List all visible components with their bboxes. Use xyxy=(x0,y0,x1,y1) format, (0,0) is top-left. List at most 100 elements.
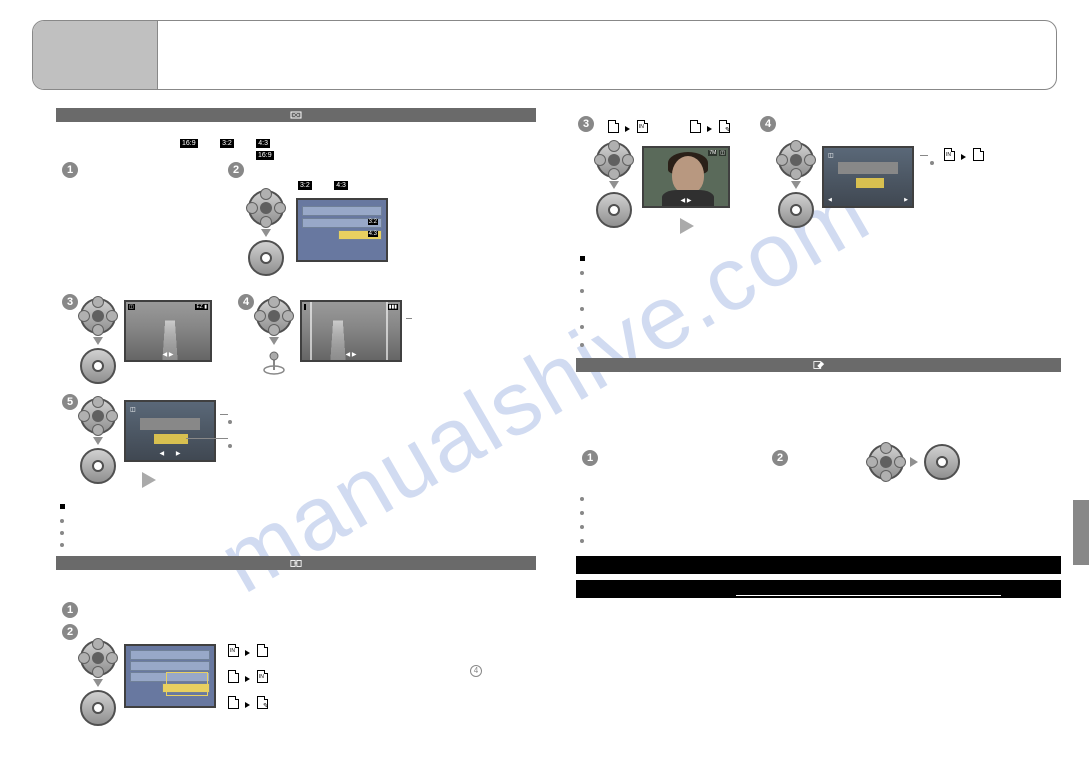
arrow-down-3r xyxy=(609,181,619,189)
note-b-rm4 xyxy=(580,530,588,548)
photo-s4: ▮▮▮ ◀ ▶ xyxy=(300,300,402,362)
copy-dest-1 xyxy=(228,644,268,662)
note-b-3 xyxy=(60,534,68,552)
callout-dot-r4 xyxy=(930,152,938,170)
copy-icon xyxy=(290,557,302,569)
arrow-right-s5 xyxy=(142,472,156,488)
in-r3 xyxy=(944,148,955,161)
step-3-right: 3 xyxy=(578,114,594,132)
arrow-icon xyxy=(245,650,250,656)
step-1-bottom: 1 xyxy=(62,600,78,618)
note-circle-4: 4 xyxy=(470,660,482,678)
menu-32: 3:2 xyxy=(368,219,378,225)
sd-r1 xyxy=(608,120,619,133)
note-b-r3 xyxy=(580,298,588,316)
step-3-num: 3 xyxy=(62,294,78,310)
page-header xyxy=(32,20,1057,90)
step-2-left: 2 xyxy=(228,160,244,178)
dpad-s2[interactable] xyxy=(248,190,284,226)
black-bar-2 xyxy=(576,580,1061,598)
arrow-right-2rm xyxy=(910,457,918,467)
sd-card-icon-3 xyxy=(228,696,239,709)
sa-r1 xyxy=(625,126,630,132)
set-btn-s3[interactable] xyxy=(80,348,116,384)
black-bar-1 xyxy=(576,556,1061,574)
callout-dot-5b xyxy=(228,435,236,453)
step-1-num: 1 xyxy=(62,162,78,178)
note-b-r1 xyxy=(580,262,588,280)
dpad-s5[interactable] xyxy=(80,398,116,434)
in-card-icon-2 xyxy=(257,670,268,683)
step-2b-num: 2 xyxy=(62,624,78,640)
step-3r-num: 3 xyxy=(578,116,594,132)
copy-dest-2 xyxy=(228,670,268,688)
step-5-num: 5 xyxy=(62,394,78,410)
arrow-down-icon-2b xyxy=(93,679,103,687)
in-r1 xyxy=(637,120,648,133)
copy-dest-r1 xyxy=(608,120,648,138)
step2b-controls xyxy=(80,640,116,726)
step-1-left: 1 xyxy=(62,160,78,178)
dpad-s3[interactable] xyxy=(80,298,116,334)
dpad-2rm[interactable] xyxy=(868,444,904,480)
edit-icon xyxy=(813,359,825,371)
step2rm-controls xyxy=(868,444,960,480)
arrow-icon-3 xyxy=(245,702,250,708)
step3-controls xyxy=(80,298,116,384)
step2-controls xyxy=(248,190,284,276)
set-btn-s2[interactable] xyxy=(248,240,284,276)
set-3r[interactable] xyxy=(596,192,632,228)
page-header-tab xyxy=(33,21,158,89)
photo-s3: ◫EZ ▮ ◀ ▶ xyxy=(124,300,212,362)
dpad-2b[interactable] xyxy=(80,640,116,676)
confirm-lcd: ◫ ◀ ▶ xyxy=(124,400,216,462)
dpad-4r[interactable] xyxy=(778,142,814,178)
ed-r2: ✎ xyxy=(719,120,730,133)
step-5-left: 5 xyxy=(62,392,78,410)
arrow-right-3r xyxy=(680,218,694,234)
section-bar-edit xyxy=(576,358,1061,372)
side-tab xyxy=(1073,500,1089,565)
badge-169-b: 16:9 xyxy=(256,151,274,160)
step2-ratio-row: 3:2 4:3 xyxy=(298,174,348,192)
dpad-s4[interactable] xyxy=(256,298,292,334)
sa-r2 xyxy=(707,126,712,132)
copy-dest-3: ✎ xyxy=(228,696,268,714)
section-bar-copy-left xyxy=(56,556,536,570)
callout-line-s4 xyxy=(406,318,412,319)
in-card-icon xyxy=(228,644,239,657)
callout-dot-5a xyxy=(228,411,236,429)
step-2-num: 2 xyxy=(228,162,244,178)
badge-43-s2: 4:3 xyxy=(334,181,348,190)
step-2-bottom: 2 xyxy=(62,622,78,640)
arrow-down-icon-s3 xyxy=(93,337,103,345)
joystick-icon[interactable] xyxy=(256,348,292,381)
step-4-left: 4 xyxy=(238,292,254,310)
sd-card-icon-2 xyxy=(228,670,239,683)
arrow-icon-2 xyxy=(245,676,250,682)
set-4r[interactable] xyxy=(778,192,814,228)
menu-lcd-2b xyxy=(124,644,216,708)
set-2rm[interactable] xyxy=(924,444,960,480)
step-1b-num: 1 xyxy=(62,602,78,618)
confirm-lcd-r: ◫ ◀▶ xyxy=(822,146,914,208)
menu-43: 4:3 xyxy=(368,231,378,237)
step-1rm-num: 1 xyxy=(582,450,598,466)
sd-card-icon xyxy=(257,644,268,657)
set-btn-s5[interactable] xyxy=(80,448,116,484)
step-1-rm: 1 xyxy=(582,448,598,466)
sd-r2 xyxy=(690,120,701,133)
badge-169: 16:9 xyxy=(180,139,198,148)
note-b-r4 xyxy=(580,316,588,334)
set-btn-2b[interactable] xyxy=(80,690,116,726)
arrow-down-icon xyxy=(261,229,271,237)
edit-card-icon: ✎ xyxy=(257,696,268,709)
step4-controls xyxy=(256,298,292,381)
dpad-3r[interactable] xyxy=(596,142,632,178)
callout-line-r4 xyxy=(920,155,928,156)
step-3-left: 3 xyxy=(62,292,78,310)
arrow-down-icon-s5 xyxy=(93,437,103,445)
sa-r3 xyxy=(961,154,966,160)
callout-line-5a xyxy=(220,414,228,415)
aspect-icon xyxy=(290,109,302,121)
